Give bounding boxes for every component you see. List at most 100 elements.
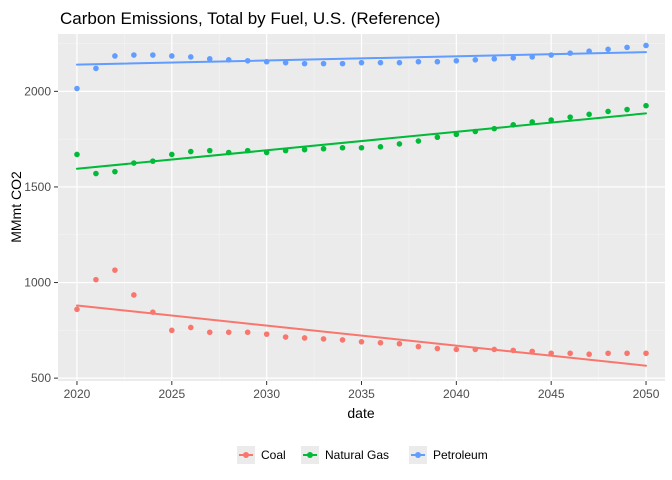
coal-point: [358, 339, 365, 345]
petroleum-point: [358, 59, 365, 66]
coal-point: [301, 335, 308, 341]
natural-gas-point: [358, 144, 365, 151]
coal-point: [415, 343, 422, 350]
petroleum-point: [605, 46, 611, 53]
natural-gas-point: [244, 147, 251, 154]
petroleum-point: [377, 59, 384, 66]
petroleum-legend-marker: [415, 452, 421, 458]
natural-gas-legend-label: Natural Gas: [325, 448, 389, 462]
coal-point: [282, 334, 289, 340]
y-tick-label: 1000: [24, 276, 51, 290]
petroleum-point: [548, 52, 554, 58]
petroleum-point: [472, 57, 479, 63]
petroleum-point: [624, 44, 630, 51]
x-axis-title: date: [347, 405, 374, 421]
natural-gas-point: [491, 125, 498, 132]
axes: 2020 2025 2030 2035 2040 2045 2050 500 1000 1500 2…: [24, 84, 659, 401]
coal-point: [150, 309, 156, 315]
coal-point: [93, 276, 99, 283]
petroleum-point: [529, 54, 536, 60]
y-tick-label: 2000: [24, 84, 51, 98]
natural-gas-point: [586, 111, 592, 118]
natural-gas-point: [643, 102, 649, 109]
coal-point: [169, 327, 175, 334]
x-tick-label: 2020: [64, 387, 91, 401]
natural-gas-point: [112, 168, 118, 175]
natural-gas-point: [605, 108, 611, 115]
coal-legend-label: Coal: [261, 448, 286, 462]
petroleum-point: [169, 53, 175, 59]
coal-point: [453, 346, 460, 353]
coal-legend-marker: [243, 452, 249, 458]
x-tick-label: 2030: [253, 387, 280, 401]
coal-point: [643, 350, 649, 357]
petroleum-point: [131, 52, 137, 58]
petroleum-point: [282, 59, 289, 66]
coal-point: [112, 267, 118, 273]
petroleum-point: [301, 60, 308, 67]
petroleum-point: [206, 56, 213, 62]
natural-gas-legend-marker: [307, 452, 313, 458]
natural-gas-point: [529, 119, 536, 125]
chart-title: Carbon Emissions, Total by Fuel, U.S. (R…: [60, 9, 440, 28]
petroleum-point: [396, 59, 403, 66]
natural-gas-point: [453, 131, 460, 138]
petroleum-point: [586, 48, 592, 55]
coal-point: [529, 348, 536, 355]
petroleum-point: [244, 57, 251, 64]
natural-gas-point: [567, 114, 573, 120]
petroleum-point: [434, 58, 441, 65]
natural-gas-point: [434, 134, 441, 141]
coal-point: [624, 350, 630, 357]
y-tick-label: 1500: [24, 180, 51, 194]
coal-point: [377, 339, 384, 346]
natural-gas-point: [263, 149, 270, 156]
natural-gas-point: [282, 147, 289, 154]
petroleum-point: [320, 60, 327, 67]
coal-point: [263, 331, 270, 337]
natural-gas-point: [169, 151, 175, 158]
petroleum-point: [112, 53, 118, 59]
petroleum-point: [643, 42, 649, 49]
natural-gas-point: [320, 145, 327, 152]
coal-point: [510, 347, 517, 354]
x-tick-label: 2040: [443, 387, 470, 401]
coal-point: [548, 350, 554, 357]
petroleum-point: [491, 56, 498, 62]
petroleum-point: [567, 50, 573, 56]
coal-point: [244, 329, 251, 336]
coal-point: [491, 346, 498, 353]
legend: Coal Natural Gas Petroleum: [237, 446, 488, 464]
petroleum-point: [93, 65, 99, 72]
coal-point: [206, 329, 213, 336]
x-tick-label: 2050: [633, 387, 660, 401]
petroleum-point: [225, 57, 232, 63]
coal-point: [131, 292, 137, 298]
y-tick-label: 500: [31, 371, 51, 385]
coal-point: [187, 324, 194, 331]
petroleum-point: [339, 60, 346, 67]
natural-gas-point: [548, 117, 554, 123]
petroleum-legend-label: Petroleum: [433, 448, 488, 462]
petroleum-point: [150, 52, 156, 58]
x-tick-label: 2045: [538, 387, 565, 401]
natural-gas-point: [624, 106, 630, 113]
natural-gas-point: [377, 143, 384, 150]
coal-point: [225, 329, 232, 336]
petroleum-point: [453, 57, 460, 64]
natural-gas-point: [206, 147, 213, 154]
natural-gas-point: [225, 149, 232, 156]
natural-gas-point: [93, 170, 99, 177]
natural-gas-point: [74, 151, 80, 158]
natural-gas-point: [472, 128, 479, 135]
natural-gas-point: [339, 144, 346, 151]
coal-point: [320, 336, 327, 342]
petroleum-point: [263, 58, 270, 65]
coal-point: [339, 337, 346, 343]
natural-gas-point: [415, 138, 422, 144]
natural-gas-point: [396, 141, 403, 147]
grid-lines: [58, 34, 665, 381]
x-tick-label: 2025: [158, 387, 185, 401]
